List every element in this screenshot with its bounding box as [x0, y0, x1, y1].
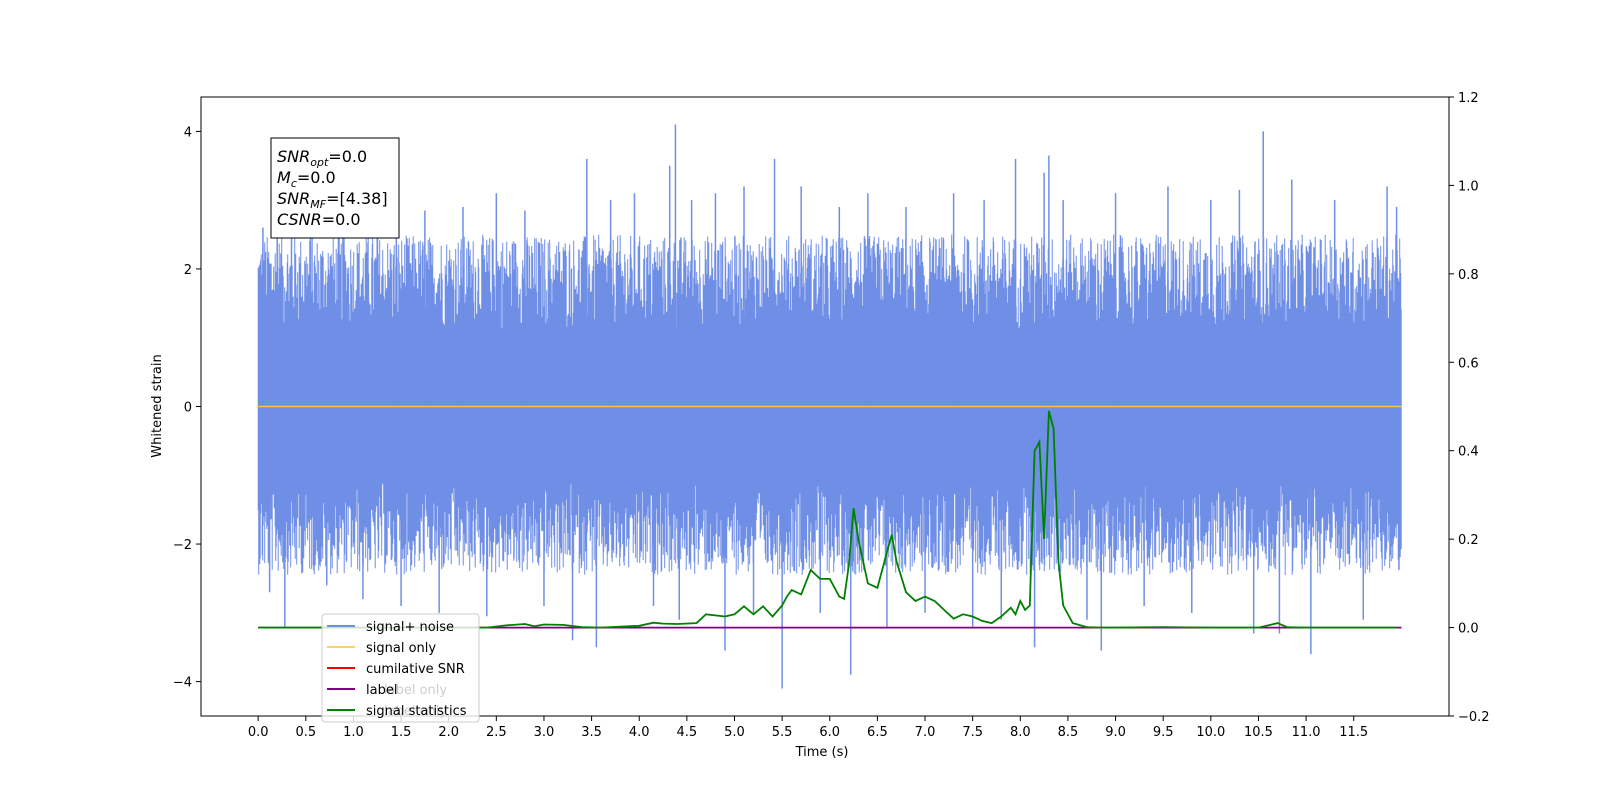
plot-area: [257, 124, 1402, 689]
y-axis-label: Whitened strain: [150, 354, 165, 457]
y-tick-label: −4: [173, 676, 192, 691]
x-tick-label: 1.0: [343, 725, 364, 740]
x-tick-label: 6.5: [867, 725, 888, 740]
x-tick-label: 10.5: [1244, 725, 1273, 740]
legend-label: signal+ noise: [366, 620, 454, 635]
x-tick-label: 4.0: [629, 725, 650, 740]
y2-tick-label: −0.2: [1458, 710, 1490, 725]
x-tick-label: 6.0: [819, 725, 840, 740]
y-tick-label: 0: [184, 401, 192, 416]
legend-label: cumilative SNR: [366, 662, 465, 677]
x-tick-label: 10.0: [1196, 725, 1225, 740]
legend-frame: [321, 613, 480, 723]
legend-label: label: [366, 683, 397, 698]
y2-axis-ticks: −0.2 0.0 0.2 0.4 0.6 0.8 1.0 1.2: [1449, 91, 1490, 725]
y2-tick-label: 0.2: [1458, 533, 1479, 548]
x-tick-label: 3.5: [581, 725, 602, 740]
legend: label onlylabel onlysignal+ noisesignal …: [321, 613, 480, 723]
x-tick-label: 9.5: [1153, 725, 1174, 740]
x-tick-label: 8.0: [1010, 725, 1031, 740]
y2-tick-label: 1.0: [1458, 179, 1479, 194]
y-tick-label: 2: [184, 263, 192, 278]
y-tick-label: −2: [173, 538, 192, 553]
x-tick-label: 8.5: [1058, 725, 1079, 740]
info-line: SNRMF=[4.38]: [277, 189, 388, 211]
x-tick-label: 5.5: [772, 725, 793, 740]
legend-label: signal only: [366, 641, 436, 656]
x-tick-label: 4.5: [677, 725, 698, 740]
x-tick-label: 7.5: [962, 725, 983, 740]
legend-label: signal statistics: [366, 704, 467, 719]
x-tick-label: 2.5: [486, 725, 507, 740]
y2-tick-label: 1.2: [1458, 91, 1479, 106]
x-tick-label: 3.0: [534, 725, 555, 740]
y2-tick-label: 0.0: [1458, 622, 1479, 637]
x-tick-label: 11.0: [1292, 725, 1321, 740]
info-line: SNRopt=0.0: [277, 147, 367, 169]
series-signal-statistics: [258, 410, 1397, 629]
x-tick-label: 0.5: [295, 725, 316, 740]
y2-tick-label: 0.8: [1458, 268, 1479, 283]
y2-tick-label: 0.4: [1458, 445, 1479, 460]
x-axis-ticks: 0.0 0.5 1.0 1.5 2.0 2.5 3.0 3.5 4.0 4.5 5.0 5.5 6.0 6…: [248, 716, 1368, 740]
x-tick-label: 9.0: [1105, 725, 1126, 740]
y2-tick-label: 0.6: [1458, 356, 1479, 371]
x-axis-label: Time (s): [795, 745, 849, 760]
x-tick-label: 11.5: [1339, 725, 1368, 740]
info-line: CSNR=0.0: [277, 210, 361, 229]
x-tick-label: 7.0: [915, 725, 936, 740]
x-tick-label: 2.0: [438, 725, 459, 740]
x-tick-label: 1.5: [391, 725, 412, 740]
y-tick-label: 4: [184, 125, 192, 140]
x-tick-label: 0.0: [248, 725, 269, 740]
info-box-frame: [270, 137, 400, 239]
x-tick-label: 5.0: [724, 725, 745, 740]
y-axis-ticks: −4 −2 0 2 4: [173, 125, 201, 691]
info-line: Mc=0.0: [277, 168, 336, 190]
